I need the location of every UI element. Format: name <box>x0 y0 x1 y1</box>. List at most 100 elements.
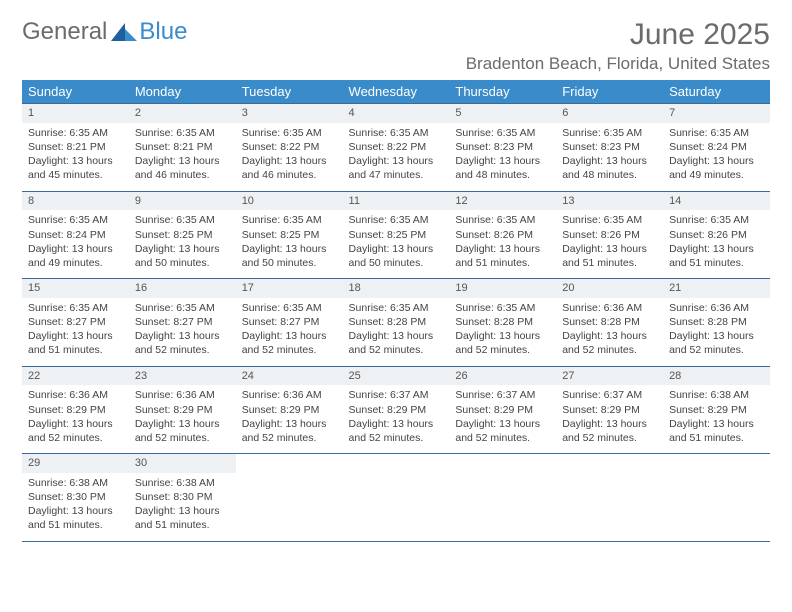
day-number: 9 <box>129 192 236 211</box>
weekday-header: Thursday <box>449 80 556 104</box>
daylight-line: Daylight: 13 hours and 48 minutes. <box>562 154 657 182</box>
sunrise-line: Sunrise: 6:35 AM <box>349 126 444 140</box>
day-number: 17 <box>236 279 343 298</box>
weekday-header: Friday <box>556 80 663 104</box>
calendar-day-cell: 6Sunrise: 6:35 AMSunset: 8:23 PMDaylight… <box>556 104 663 192</box>
calendar-day-cell: 22Sunrise: 6:36 AMSunset: 8:29 PMDayligh… <box>22 366 129 454</box>
sunset-line: Sunset: 8:26 PM <box>562 228 657 242</box>
calendar-day-cell: 20Sunrise: 6:36 AMSunset: 8:28 PMDayligh… <box>556 279 663 367</box>
day-number: 22 <box>22 367 129 386</box>
weekday-header: Monday <box>129 80 236 104</box>
calendar-day-cell: 15Sunrise: 6:35 AMSunset: 8:27 PMDayligh… <box>22 279 129 367</box>
calendar-day-cell: 23Sunrise: 6:36 AMSunset: 8:29 PMDayligh… <box>129 366 236 454</box>
calendar-day-cell: 30Sunrise: 6:38 AMSunset: 8:30 PMDayligh… <box>129 454 236 542</box>
day-number: 5 <box>449 104 556 123</box>
calendar-week-row: 8Sunrise: 6:35 AMSunset: 8:24 PMDaylight… <box>22 191 770 279</box>
day-number: 15 <box>22 279 129 298</box>
sunset-line: Sunset: 8:25 PM <box>135 228 230 242</box>
sunset-line: Sunset: 8:23 PM <box>455 140 550 154</box>
calendar-empty-cell <box>449 454 556 542</box>
day-number: 13 <box>556 192 663 211</box>
calendar-day-cell: 11Sunrise: 6:35 AMSunset: 8:25 PMDayligh… <box>343 191 450 279</box>
sunset-line: Sunset: 8:24 PM <box>28 228 123 242</box>
location: Bradenton Beach, Florida, United States <box>466 54 770 74</box>
sunset-line: Sunset: 8:26 PM <box>455 228 550 242</box>
day-number: 28 <box>663 367 770 386</box>
calendar-empty-cell <box>343 454 450 542</box>
daylight-line: Daylight: 13 hours and 52 minutes. <box>669 329 764 357</box>
day-number: 2 <box>129 104 236 123</box>
calendar-week-row: 22Sunrise: 6:36 AMSunset: 8:29 PMDayligh… <box>22 366 770 454</box>
calendar-day-cell: 5Sunrise: 6:35 AMSunset: 8:23 PMDaylight… <box>449 104 556 192</box>
weekday-header: Sunday <box>22 80 129 104</box>
day-number: 19 <box>449 279 556 298</box>
sunrise-line: Sunrise: 6:37 AM <box>562 388 657 402</box>
weekday-header: Tuesday <box>236 80 343 104</box>
daylight-line: Daylight: 13 hours and 51 minutes. <box>669 417 764 445</box>
sunrise-line: Sunrise: 6:35 AM <box>242 126 337 140</box>
sunrise-line: Sunrise: 6:35 AM <box>349 213 444 227</box>
calendar-day-cell: 10Sunrise: 6:35 AMSunset: 8:25 PMDayligh… <box>236 191 343 279</box>
daylight-line: Daylight: 13 hours and 49 minutes. <box>669 154 764 182</box>
logo: General Blue <box>22 18 187 46</box>
calendar-day-cell: 21Sunrise: 6:36 AMSunset: 8:28 PMDayligh… <box>663 279 770 367</box>
day-number: 4 <box>343 104 450 123</box>
sunrise-line: Sunrise: 6:38 AM <box>135 476 230 490</box>
calendar-day-cell: 8 Sunrise: 6:35 AMSunset: 8:24 PMDaylight… <box>22 191 129 279</box>
daylight-line: Daylight: 13 hours and 51 minutes. <box>28 504 123 532</box>
sunset-line: Sunset: 8:26 PM <box>669 228 764 242</box>
daylight-line: Daylight: 13 hours and 52 minutes. <box>562 329 657 357</box>
daylight-line: Daylight: 13 hours and 52 minutes. <box>349 329 444 357</box>
sunset-line: Sunset: 8:21 PM <box>135 140 230 154</box>
daylight-line: Daylight: 13 hours and 50 minutes. <box>242 242 337 270</box>
day-number: 29 <box>22 454 129 473</box>
sunrise-line: Sunrise: 6:35 AM <box>455 126 550 140</box>
calendar-day-cell: 17Sunrise: 6:35 AMSunset: 8:27 PMDayligh… <box>236 279 343 367</box>
sunrise-line: Sunrise: 6:36 AM <box>562 301 657 315</box>
sunrise-line: Sunrise: 6:35 AM <box>242 213 337 227</box>
sunset-line: Sunset: 8:29 PM <box>455 403 550 417</box>
calendar-day-cell: 4Sunrise: 6:35 AMSunset: 8:22 PMDaylight… <box>343 104 450 192</box>
weekday-header: Saturday <box>663 80 770 104</box>
sunrise-line: Sunrise: 6:36 AM <box>669 301 764 315</box>
calendar-table: SundayMondayTuesdayWednesdayThursdayFrid… <box>22 80 770 542</box>
sunrise-line: Sunrise: 6:35 AM <box>28 213 123 227</box>
sunset-line: Sunset: 8:25 PM <box>242 228 337 242</box>
sunset-line: Sunset: 8:24 PM <box>669 140 764 154</box>
daylight-line: Daylight: 13 hours and 52 minutes. <box>562 417 657 445</box>
sunset-line: Sunset: 8:25 PM <box>349 228 444 242</box>
sunrise-line: Sunrise: 6:35 AM <box>349 301 444 315</box>
sunrise-line: Sunrise: 6:38 AM <box>669 388 764 402</box>
day-number: 7 <box>663 104 770 123</box>
calendar-day-cell: 28Sunrise: 6:38 AMSunset: 8:29 PMDayligh… <box>663 366 770 454</box>
day-number: 3 <box>236 104 343 123</box>
calendar-empty-cell <box>663 454 770 542</box>
daylight-line: Daylight: 13 hours and 51 minutes. <box>28 329 123 357</box>
sunrise-line: Sunrise: 6:35 AM <box>562 213 657 227</box>
day-number: 27 <box>556 367 663 386</box>
sunrise-line: Sunrise: 6:35 AM <box>135 126 230 140</box>
sunrise-line: Sunrise: 6:35 AM <box>455 213 550 227</box>
sunset-line: Sunset: 8:29 PM <box>28 403 123 417</box>
logo-text-blue: Blue <box>139 18 187 46</box>
daylight-line: Daylight: 13 hours and 52 minutes. <box>242 329 337 357</box>
daylight-line: Daylight: 13 hours and 51 minutes. <box>455 242 550 270</box>
daylight-line: Daylight: 13 hours and 52 minutes. <box>349 417 444 445</box>
calendar-day-cell: 19Sunrise: 6:35 AMSunset: 8:28 PMDayligh… <box>449 279 556 367</box>
daylight-line: Daylight: 13 hours and 46 minutes. <box>242 154 337 182</box>
daylight-line: Daylight: 13 hours and 52 minutes. <box>28 417 123 445</box>
day-number: 20 <box>556 279 663 298</box>
sunset-line: Sunset: 8:23 PM <box>562 140 657 154</box>
day-number: 14 <box>663 192 770 211</box>
sunrise-line: Sunrise: 6:35 AM <box>669 126 764 140</box>
daylight-line: Daylight: 13 hours and 52 minutes. <box>242 417 337 445</box>
day-number: 11 <box>343 192 450 211</box>
sunset-line: Sunset: 8:29 PM <box>242 403 337 417</box>
day-number: 16 <box>129 279 236 298</box>
day-number: 12 <box>449 192 556 211</box>
sunset-line: Sunset: 8:27 PM <box>28 315 123 329</box>
calendar-day-cell: 25Sunrise: 6:37 AMSunset: 8:29 PMDayligh… <box>343 366 450 454</box>
daylight-line: Daylight: 13 hours and 49 minutes. <box>28 242 123 270</box>
day-number: 8 <box>22 192 129 211</box>
sunrise-line: Sunrise: 6:37 AM <box>455 388 550 402</box>
